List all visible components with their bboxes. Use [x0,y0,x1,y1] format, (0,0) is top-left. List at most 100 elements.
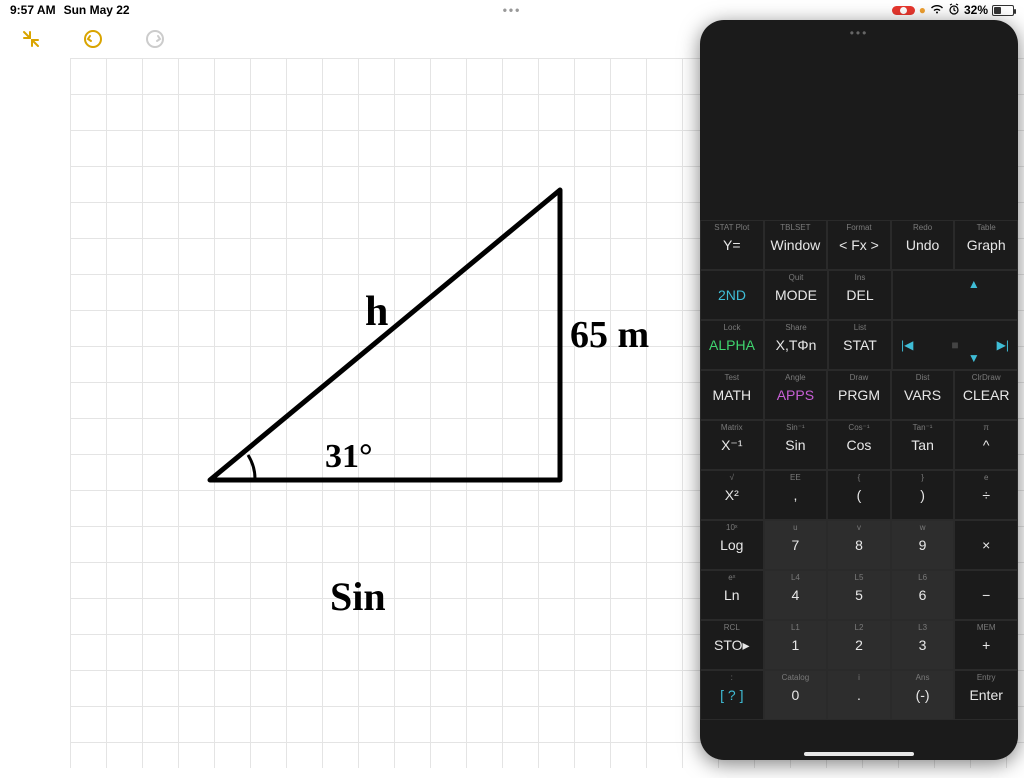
calc-key-apps[interactable]: Angle APPS [764,370,828,420]
calc-key-label: Ln [724,587,740,603]
calc-key--[interactable]: MEM+ [954,620,1018,670]
calc-key-3[interactable]: L33 [891,620,955,670]
calc-key-graph[interactable]: Table Graph [954,220,1018,270]
calc-key-label: < Fx > [839,237,879,253]
calc-key-undo[interactable]: RedoUndo [891,220,955,270]
battery-percent: 32% [964,3,988,17]
calc-key-sto-[interactable]: RCL STO▸ [700,620,764,670]
calc-key-prgm[interactable]: DrawPRGM [827,370,891,420]
calc-key-label: Y= [723,237,741,253]
calc-key-mode[interactable]: QuitMODE [764,270,828,320]
calc-key-window[interactable]: TBLSETWindow [764,220,828,270]
calc-key--[interactable]: EE, [764,470,828,520]
calc-key-4[interactable]: L44 [764,570,828,620]
calc-key-0[interactable]: Catalog0 [764,670,828,720]
wifi-icon [930,3,944,18]
home-indicator-icon[interactable] [804,752,914,756]
calc-key-del[interactable]: InsDEL [828,270,892,320]
calc-key-label: Enter [969,687,1002,703]
calc-key-sup: π [955,423,1017,432]
calc-key-label: . [857,687,861,703]
calc-key-label: Graph [967,237,1006,253]
undo-icon[interactable] [82,28,104,50]
multitask-dots-icon[interactable]: ••• [503,3,522,17]
calc-key-sin[interactable]: Sin⁻¹Sin [764,420,828,470]
calc-key--[interactable]: i. [827,670,891,720]
calc-key-9[interactable]: w9 [891,520,955,570]
calc-key-x-t-n[interactable]: ShareX,TΦn [764,320,828,370]
calc-key-label: 8 [855,537,863,553]
calc-key-y-[interactable]: STAT Plot Y= [700,220,764,270]
calc-key-label: (-) [916,687,930,703]
calc-key-8[interactable]: v8 [827,520,891,570]
calc-key-label: CLEAR [963,387,1010,403]
calc-key-label: APPS [777,387,814,403]
calc-key-x-[interactable]: √X² [700,470,764,520]
calc-key-label: × [982,537,990,553]
calc-key-label: X⁻¹ [721,437,742,454]
redo-icon[interactable] [144,28,166,50]
calc-key-6[interactable]: L66 [891,570,955,620]
calc-key-label: 3 [919,637,927,653]
calc-key-2[interactable]: L2 2 [827,620,891,670]
calc-key-sup: eˣ [701,573,763,582]
calc-key-ln[interactable]: eˣ Ln [700,570,764,620]
calc-key-log[interactable]: 10ˣLog [700,520,764,570]
calc-key-label: ^ [983,437,990,453]
calc-key--[interactable]: {( [827,470,891,520]
calc-key-tan[interactable]: Tan⁻¹Tan [891,420,955,470]
calc-key-sup: 10ˣ [701,523,763,532]
calc-key-sup: Matrix [701,423,763,432]
calc-key-7[interactable]: u7 [764,520,828,570]
calc-key-2nd[interactable]: 2ND [700,270,764,320]
calc-key-label: 9 [919,537,927,553]
screen-record-indicator[interactable] [892,6,915,15]
calc-key-sup: Table [955,223,1017,232]
calc-key-sup: L1 [765,623,827,632]
status-bar: 9:57 AM Sun May 22 ••• ● 32% [0,0,1024,20]
calc-key-sup: RCL [701,623,763,632]
calc-drag-handle-icon[interactable]: ••• [700,20,1018,40]
calc-key-sup: Ans [892,673,954,682]
calc-key-sup: Format [828,223,890,232]
calc-key-label: − [982,587,990,603]
calc-dpad-up[interactable]: ▲ [892,270,1018,320]
alarm-icon [948,3,960,18]
calc-key-label: Sin [785,437,805,453]
calc-key-1[interactable]: L11 [764,620,828,670]
calc-key-enter[interactable]: EntryEnter [954,670,1018,720]
calc-key-5[interactable]: L55 [827,570,891,620]
calc-key-sup: L2 [828,623,890,632]
calc-key-sup: Angle [765,373,827,382]
calc-key-label: STO▸ [714,637,750,654]
calc-key--[interactable]: π^ [954,420,1018,470]
calc-key-x-[interactable]: Matrix X⁻¹ [700,420,764,470]
calc-key-label: 7 [791,537,799,553]
calc-key-label: 2 [855,637,863,653]
calc-key--fx-[interactable]: Format < Fx > [827,220,891,270]
calc-key-sup: u [765,523,827,532]
calc-key-sup: e [955,473,1017,482]
calc-key-sup: EE [765,473,827,482]
calc-key--[interactable]: }) [891,470,955,520]
calc-key-cos[interactable]: Cos⁻¹Cos [827,420,891,470]
calc-key--[interactable]: Ans (-) [891,670,955,720]
calc-key-sup: v [828,523,890,532]
calc-key-sup: Draw [828,373,890,382]
collapse-icon[interactable] [20,28,42,50]
calc-key--[interactable]: :[ ? ] [700,670,764,720]
calc-key-math[interactable]: TestMATH [700,370,764,420]
calc-key-sup: STAT Plot [701,223,763,232]
calc-key-sup: L5 [828,573,890,582]
calc-key-sup: ClrDraw [955,373,1017,382]
calc-key-sup: i [828,673,890,682]
calc-key-clear[interactable]: ClrDraw CLEAR [954,370,1018,420]
calc-key-sup: : [701,673,763,682]
calc-key--[interactable]: × [954,520,1018,570]
calc-key-stat[interactable]: ListSTAT [828,320,892,370]
calc-key-alpha[interactable]: LockALPHA [700,320,764,370]
calc-dpad-lrd[interactable]: |◀■▶|▼ [892,320,1018,370]
calc-key--[interactable]: e÷ [954,470,1018,520]
calc-key--[interactable]: − [954,570,1018,620]
calc-key-vars[interactable]: DistVARS [891,370,955,420]
